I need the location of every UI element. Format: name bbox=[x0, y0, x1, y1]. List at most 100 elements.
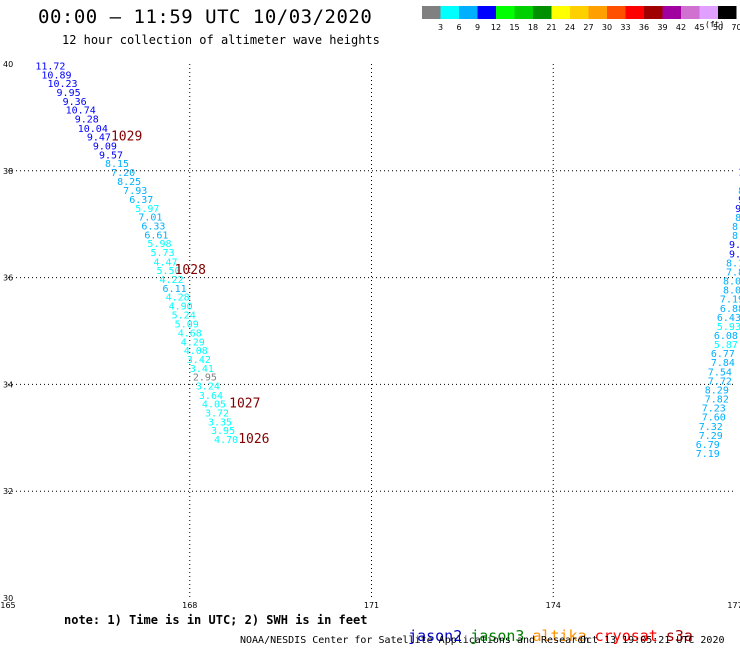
legend-swatch bbox=[496, 6, 515, 19]
legend-swatch bbox=[514, 6, 533, 19]
data-point: 7.72 bbox=[708, 376, 732, 387]
legend-bin-label: 18 bbox=[528, 23, 538, 32]
data-point: 7.32 bbox=[699, 422, 723, 433]
legend-swatch bbox=[533, 6, 552, 19]
data-point: 3.24 bbox=[196, 382, 220, 393]
legend-swatch bbox=[477, 6, 496, 19]
data-point: 9.48 bbox=[735, 204, 740, 215]
data-points: 11.7210.8910.239.959.3610.749.2810.049.4… bbox=[35, 61, 740, 460]
legend-swatch bbox=[607, 6, 626, 19]
sat-cryosat: cryosat bbox=[594, 627, 658, 645]
data-point: 4.70 bbox=[214, 435, 238, 446]
data-point: 7.19 bbox=[696, 449, 720, 460]
y-tick-label: 36 bbox=[3, 274, 13, 283]
y-tick-label: 32 bbox=[3, 487, 13, 496]
data-point: 7.19 bbox=[720, 295, 740, 306]
chart-title: 00:00 – 11:59 UTC 10/03/2020 bbox=[38, 6, 373, 28]
data-point: 7.01 bbox=[138, 212, 162, 223]
legend-swatch bbox=[459, 6, 478, 19]
sat-jason3: jason3 bbox=[470, 627, 525, 645]
y-tick-label: 38 bbox=[3, 167, 13, 176]
data-point: 4.29 bbox=[181, 337, 205, 348]
data-point: 5.98 bbox=[147, 239, 171, 250]
data-point: 6.79 bbox=[696, 440, 720, 451]
data-point: 7.82 bbox=[705, 395, 729, 406]
legend-bin-label: 12 bbox=[491, 23, 501, 32]
time-label: 1029 bbox=[111, 129, 142, 144]
data-point: 7.20 bbox=[111, 168, 135, 179]
legend-bin-label: 21 bbox=[546, 23, 556, 32]
credit-line: NOAA/NESDIS Center for Satellite Applica… bbox=[240, 635, 590, 646]
data-point: 8.47 bbox=[735, 213, 740, 224]
data-point: 5.73 bbox=[150, 248, 174, 259]
data-point: 4.47 bbox=[153, 257, 177, 268]
data-point: 6.88 bbox=[720, 304, 740, 315]
data-point: 7.86 bbox=[726, 267, 740, 278]
time-label: 1028 bbox=[175, 263, 206, 278]
data-point: 7.93 bbox=[123, 186, 147, 197]
legend-swatch bbox=[662, 6, 681, 19]
x-tick-label: 168 bbox=[182, 601, 197, 610]
data-point: 4.68 bbox=[178, 328, 202, 339]
data-point: 7.29 bbox=[699, 431, 723, 442]
legend-swatch bbox=[422, 6, 441, 19]
legend-unit: (ft) bbox=[705, 20, 725, 29]
sat-s3a: s3a bbox=[665, 627, 693, 645]
legend-bin-label: 33 bbox=[620, 23, 630, 32]
legend-swatch bbox=[699, 6, 718, 19]
data-point: 9.57 bbox=[99, 151, 123, 162]
data-point: 8.05 bbox=[723, 286, 740, 297]
legend-bin-label: 39 bbox=[657, 23, 667, 32]
generated-timestamp: Oct 13 19:05:21 UTC 2020 bbox=[580, 635, 725, 646]
legend-swatch bbox=[588, 6, 607, 19]
legend-bin-label: 27 bbox=[583, 23, 593, 32]
data-point: 10.32 bbox=[738, 168, 740, 179]
plot-axes: 165 168 171 174 177 30 32 34 36 38 40 bbox=[0, 60, 740, 610]
legend-bin-label: 6 bbox=[456, 23, 461, 32]
data-point: 3.72 bbox=[205, 408, 229, 419]
data-point: 9.36 bbox=[63, 97, 87, 108]
data-point: 9.23 bbox=[729, 240, 740, 251]
data-point: 3.35 bbox=[208, 418, 232, 429]
x-tick-label: 174 bbox=[546, 601, 561, 610]
data-point: 8.25 bbox=[117, 177, 141, 188]
footer-note: note: 1) Time is in UTC; 2) SWH is in fe… bbox=[64, 613, 368, 627]
y-tick-label: 30 bbox=[3, 594, 13, 603]
data-point: 7.60 bbox=[702, 413, 726, 424]
data-point: 6.08 bbox=[714, 331, 738, 342]
data-point: 10.23 bbox=[47, 79, 77, 90]
legend-bin-label: 30 bbox=[602, 23, 612, 32]
data-point: 9.22 bbox=[729, 249, 740, 260]
data-point: 8.16 bbox=[732, 222, 740, 233]
data-point: 4.22 bbox=[160, 275, 184, 286]
y-tick-label: 40 bbox=[3, 60, 13, 69]
legend-bin-label: 36 bbox=[639, 23, 649, 32]
data-point: 3.42 bbox=[187, 355, 211, 366]
time-labels: 10291028102710260822082208230824 bbox=[111, 129, 270, 447]
y-tick-label: 34 bbox=[3, 380, 13, 389]
data-point: 9.28 bbox=[75, 115, 99, 126]
data-point: 5.50 bbox=[156, 266, 180, 277]
data-point: 5.24 bbox=[172, 311, 196, 322]
data-point: 5.87 bbox=[714, 340, 738, 351]
data-point: 5.09 bbox=[175, 319, 199, 330]
legend-bin-label: 9 bbox=[475, 23, 480, 32]
color-legend: 3 6 9 12 15 18 21 24 27 30 33 36 39 42 45 50 70 bbox=[422, 6, 740, 32]
data-point: 6.11 bbox=[163, 284, 187, 295]
data-point: 8.80 bbox=[738, 186, 740, 197]
legend-bin-label: 45 bbox=[694, 23, 704, 32]
data-point: 3.95 bbox=[211, 426, 235, 437]
legend-swatch bbox=[440, 6, 459, 19]
data-point: 8.10 bbox=[726, 258, 740, 269]
x-tick-label: 165 bbox=[0, 601, 15, 610]
data-point: 8.06 bbox=[723, 277, 740, 288]
legend-swatch bbox=[681, 6, 700, 19]
x-tick-label: 171 bbox=[364, 601, 379, 610]
legend-bin-label: 24 bbox=[565, 23, 575, 32]
data-point: 10.04 bbox=[78, 124, 108, 135]
data-point: 11.72 bbox=[35, 61, 65, 72]
sat-jason2: jason2 bbox=[408, 627, 463, 645]
data-point: 9.04 bbox=[738, 195, 740, 206]
sat-altika: altika bbox=[532, 627, 587, 645]
